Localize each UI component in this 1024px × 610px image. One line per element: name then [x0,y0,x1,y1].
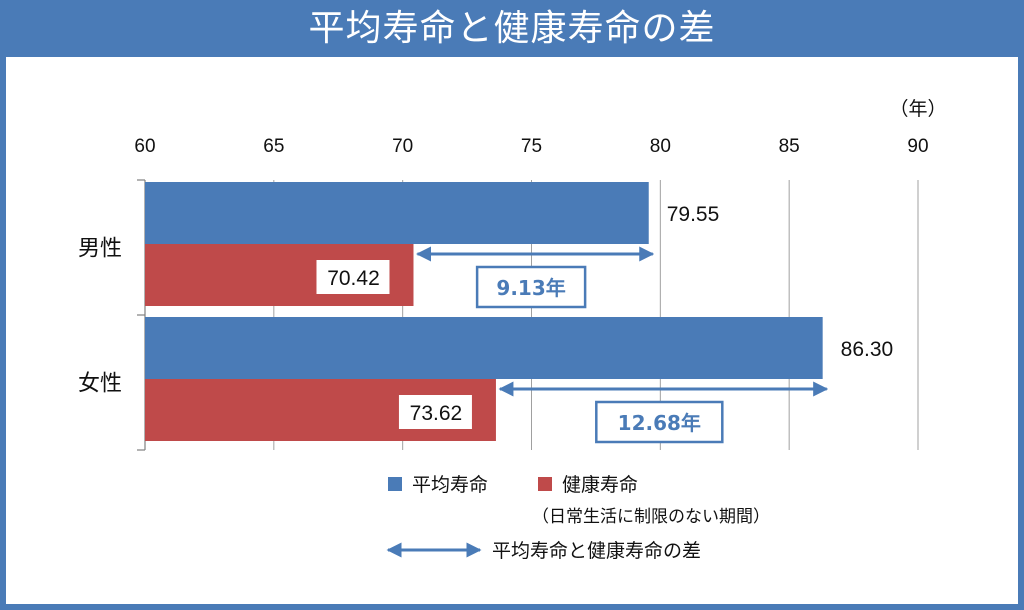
difference-label: 12.68年 [618,411,701,435]
axis-unit-label: （年） [889,98,946,120]
x-tick-label: 90 [907,136,928,157]
x-tick-label: 65 [263,136,284,157]
legend-arrow-label: 平均寿命と健康寿命の差 [492,540,701,562]
bar-value-label-box [316,260,390,294]
x-tick-label: 80 [650,136,671,157]
bar-life-expectancy [145,182,649,244]
difference-label-box [595,400,724,444]
chart-title: 平均寿命と健康寿命の差 [308,8,716,49]
difference-label: 9.13年 [496,276,565,300]
bar-value-label: 79.55 [667,203,720,226]
difference-label-box [475,265,587,309]
bar-life-expectancy [145,317,823,379]
x-tick-label: 70 [392,136,413,157]
x-tick-label: 75 [521,136,542,157]
legend-label: 平均寿命 [412,474,488,496]
category-label: 女性 [78,372,122,397]
bar-value-label: 70.42 [327,267,380,290]
x-tick-label: 85 [779,136,800,157]
legend-label: 健康寿命 [562,474,638,496]
legend-swatch-healthy-life [538,477,552,491]
x-tick-label: 60 [134,136,155,157]
bar-value-label-box [398,395,472,429]
bar-value-label: 73.62 [410,402,463,425]
legend-swatch-life-expectancy [388,477,402,491]
category-label: 男性 [78,237,122,262]
bar-value-label: 86.30 [841,338,894,361]
legend-note: （日常生活に制限のない期間） [532,507,770,527]
